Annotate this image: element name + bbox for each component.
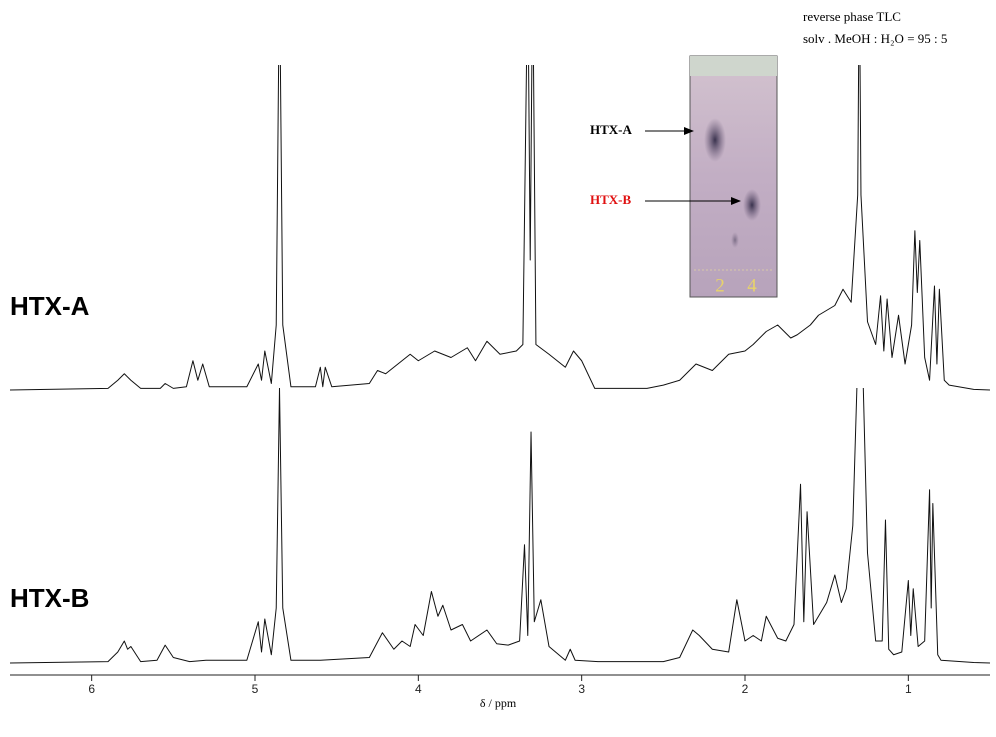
x-tick-label: 4 bbox=[415, 682, 422, 696]
inset-subtitle: solv . MeOH : H₂O = 95 : 5 bbox=[803, 31, 947, 46]
spectrum-line bbox=[9, 388, 991, 664]
tlc-inset: HTX-A HTX-B 2 4 reverse phase TLC solv .… bbox=[590, 9, 947, 298]
tlc-spot bbox=[743, 189, 761, 221]
spot-label: HTX-A bbox=[590, 122, 633, 137]
spot-label: HTX-B bbox=[590, 192, 632, 207]
inset-title: reverse phase TLC bbox=[803, 9, 901, 24]
lane-label: 2 bbox=[715, 275, 725, 296]
series-label: HTX-B bbox=[10, 583, 89, 613]
x-tick-label: 5 bbox=[252, 682, 259, 696]
series-label: HTX-A bbox=[10, 291, 90, 321]
lane-label: 4 bbox=[747, 275, 757, 296]
tlc-top bbox=[690, 56, 777, 76]
spectra: HTX-A HTX-B bbox=[9, 65, 991, 664]
x-axis-label: δ / ppm bbox=[480, 696, 517, 710]
tlc-spot bbox=[704, 118, 726, 162]
x-tick-label: 3 bbox=[578, 682, 585, 696]
tlc-spot bbox=[731, 232, 739, 248]
spectrum-line bbox=[9, 65, 991, 391]
x-tick-label: 6 bbox=[88, 682, 95, 696]
tlc-plate bbox=[689, 55, 778, 298]
x-tick-label: 1 bbox=[905, 682, 912, 696]
x-tick-label: 2 bbox=[742, 682, 749, 696]
